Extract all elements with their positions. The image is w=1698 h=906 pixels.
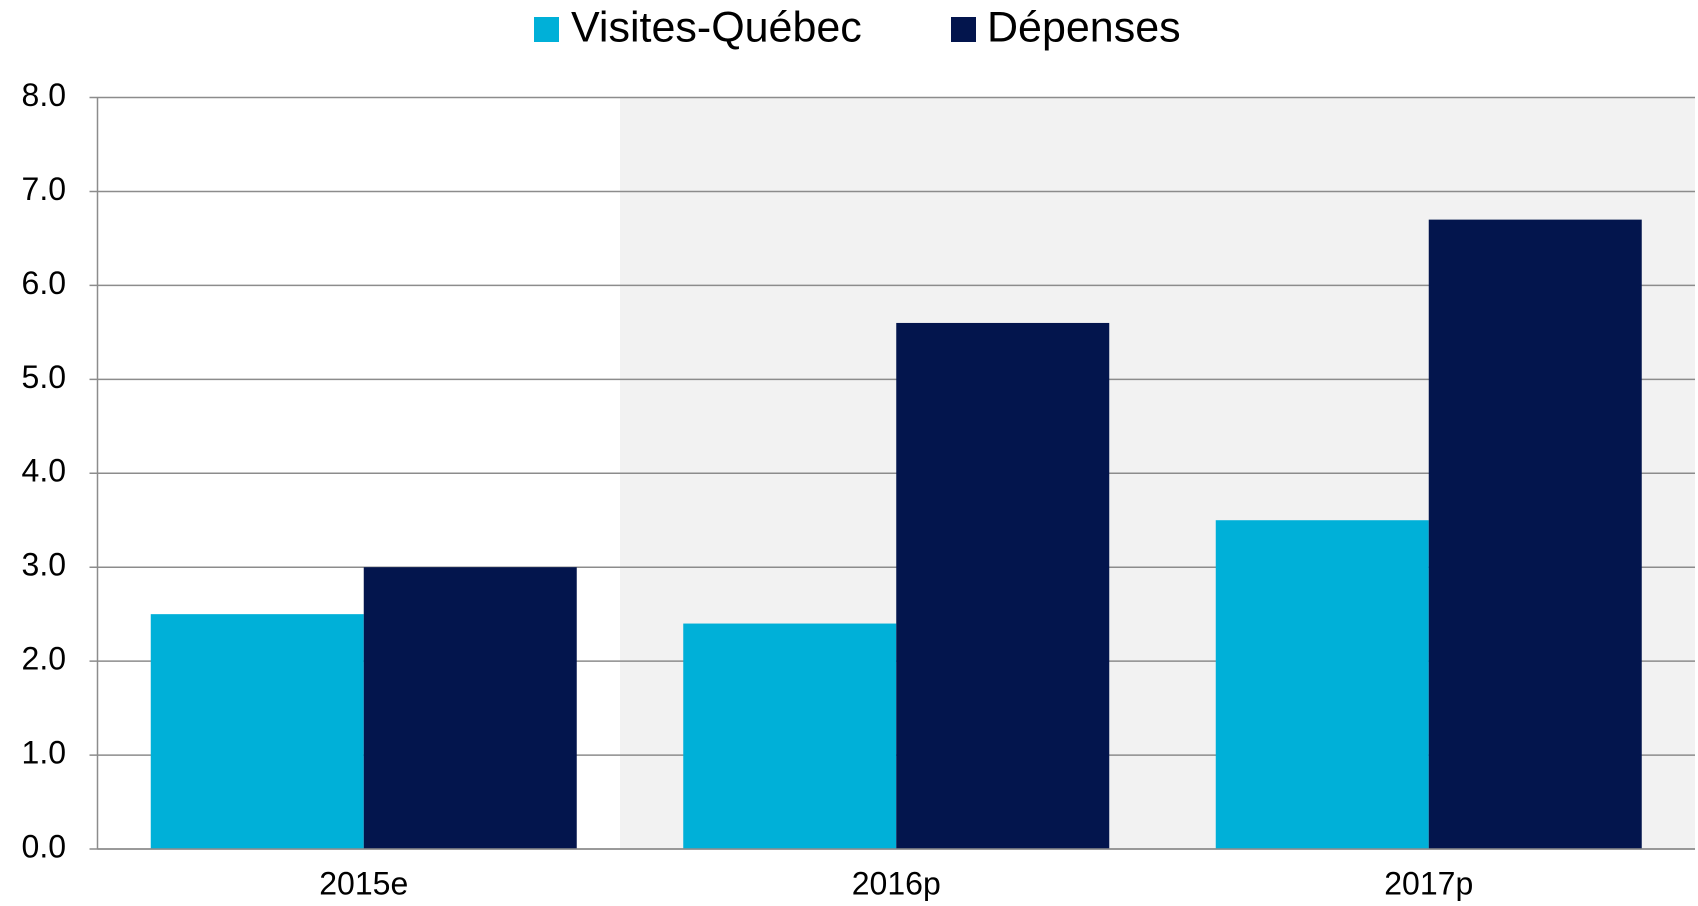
legend-label: Visites-Québec	[571, 3, 862, 51]
y-tick-label: 3.0	[22, 547, 66, 583]
legend-label: Dépenses	[987, 3, 1181, 51]
bar	[896, 322, 1110, 849]
legend-swatch	[951, 17, 976, 42]
y-tick-label: 6.0	[22, 265, 66, 301]
x-tick-label: 2016p	[852, 865, 941, 901]
bar	[1428, 219, 1642, 849]
y-tick-label: 5.0	[22, 359, 66, 395]
y-tick-label: 0.0	[22, 828, 66, 864]
bar	[1215, 520, 1429, 849]
bar	[363, 567, 577, 849]
y-tick-label: 1.0	[22, 735, 66, 771]
bar	[683, 623, 897, 849]
y-tick-label: 8.0	[22, 77, 66, 113]
bar	[150, 614, 364, 849]
y-tick-label: 2.0	[22, 641, 66, 677]
y-tick-label: 4.0	[22, 453, 66, 489]
y-tick-label: 7.0	[22, 171, 66, 207]
x-tick-label: 2015e	[319, 865, 408, 901]
x-tick-label: 2017p	[1384, 865, 1473, 901]
legend-swatch	[534, 17, 559, 42]
